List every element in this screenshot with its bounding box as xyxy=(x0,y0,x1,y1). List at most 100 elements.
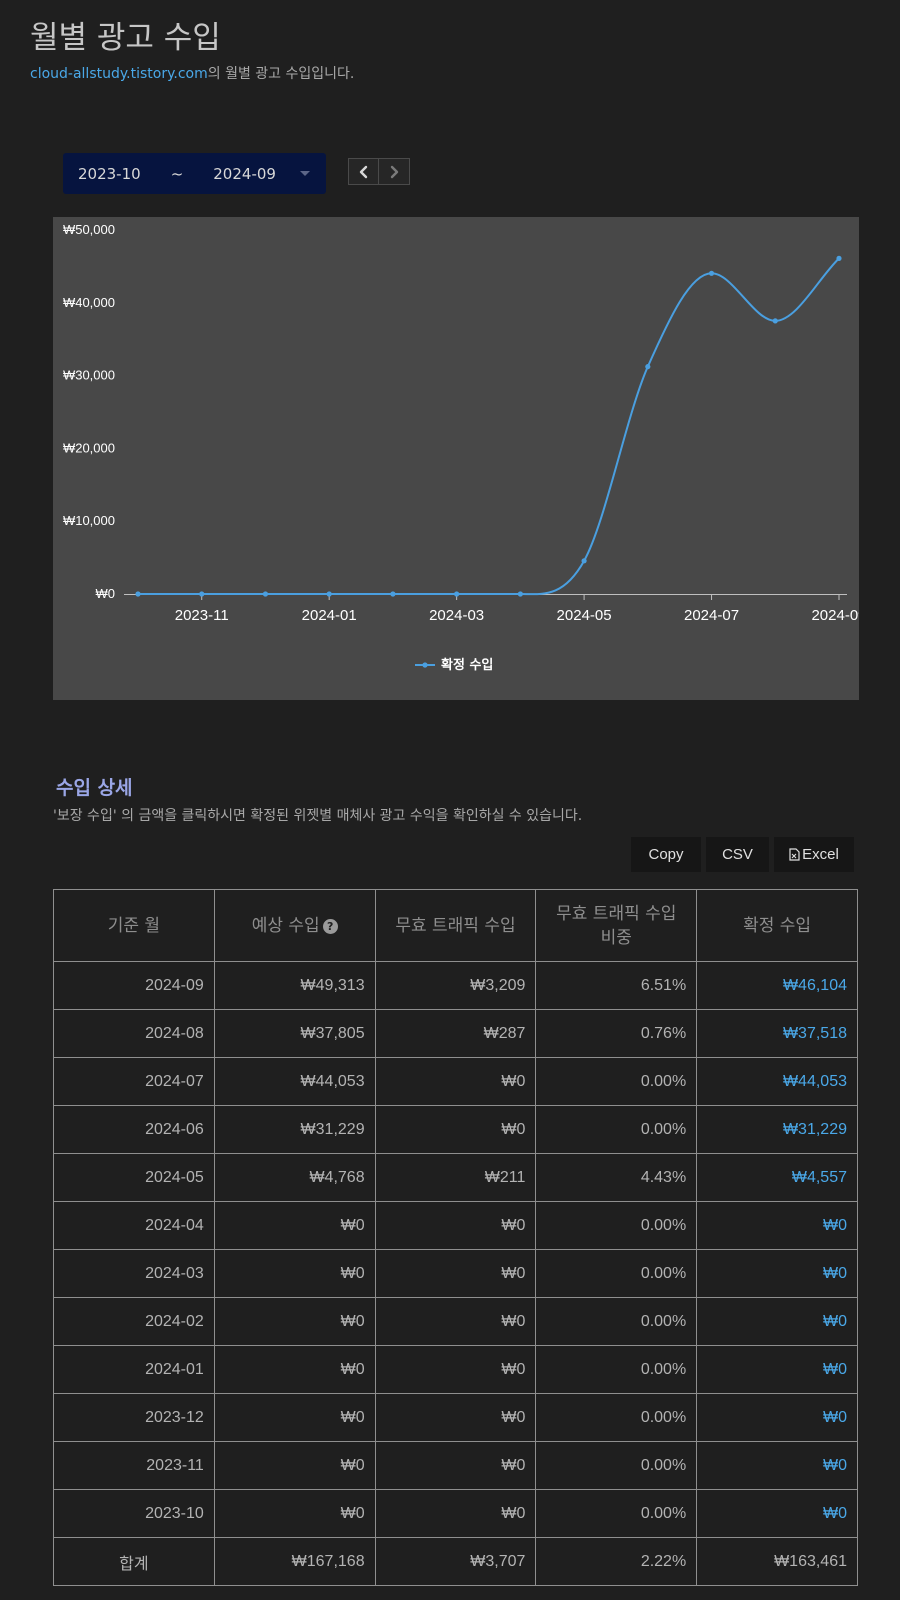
cell-estimated: ₩49,313 xyxy=(213,961,376,1010)
data-point xyxy=(262,591,269,597)
y-tick-label: ₩10,000 xyxy=(63,513,115,528)
range-end: 2024-09 xyxy=(213,164,276,183)
chevron-left-icon xyxy=(359,165,367,178)
total-confirmed: ₩163,461 xyxy=(696,1537,858,1586)
cell-month: 2024-02 xyxy=(53,1297,215,1346)
cell-confirmed-link[interactable]: ₩44,053 xyxy=(696,1057,858,1106)
series-line xyxy=(138,257,840,596)
cell-confirmed-link[interactable]: ₩0 xyxy=(696,1345,858,1394)
csv-button[interactable]: CSV xyxy=(706,837,769,872)
cell-confirmed-link[interactable]: ₩4,557 xyxy=(696,1153,858,1202)
cell-invalid: ₩0 xyxy=(374,1441,537,1490)
table-row: 2024-07 ₩44,053 ₩0 0.00% ₩44,053 xyxy=(53,1057,858,1106)
cell-month: 2024-08 xyxy=(53,1009,215,1058)
cell-invalid: ₩211 xyxy=(374,1153,537,1202)
data-point xyxy=(708,270,715,276)
question-circle-icon[interactable]: ? xyxy=(322,918,338,934)
col-estimated: 예상 수입? xyxy=(213,889,376,962)
data-point xyxy=(645,364,651,370)
legend-marker xyxy=(422,662,428,668)
cell-ratio: 0.00% xyxy=(535,1489,698,1538)
export-buttons: Copy CSV Excel xyxy=(631,837,854,872)
page-subtitle: cloud-allstudy.tistory.com의 월별 광고 수입입니다. xyxy=(30,63,354,83)
cell-invalid: ₩0 xyxy=(374,1393,537,1442)
cell-ratio: 0.00% xyxy=(535,1345,698,1394)
cell-ratio: 0.00% xyxy=(535,1249,698,1298)
cell-invalid: ₩0 xyxy=(374,1057,537,1106)
date-range-picker[interactable]: 2023-10 ~ 2024-09 xyxy=(63,153,326,194)
cell-invalid: ₩0 xyxy=(374,1201,537,1250)
cell-estimated: ₩0 xyxy=(213,1489,376,1538)
copy-label: Copy xyxy=(648,846,684,863)
cell-invalid: ₩287 xyxy=(374,1009,537,1058)
cell-ratio: 0.00% xyxy=(535,1393,698,1442)
caret-down-icon xyxy=(300,171,310,176)
cell-month: 2024-07 xyxy=(53,1057,215,1106)
cell-invalid: ₩0 xyxy=(374,1489,537,1538)
table-row: 2024-08 ₩37,805 ₩287 0.76% ₩37,518 xyxy=(53,1009,858,1058)
cell-confirmed-link[interactable]: ₩0 xyxy=(696,1249,858,1298)
cell-ratio: 0.00% xyxy=(535,1105,698,1154)
table-row: 2023-10 ₩0 ₩0 0.00% ₩0 xyxy=(53,1489,858,1538)
cell-invalid: ₩3,209 xyxy=(374,961,537,1010)
legend-label: 확정 수입 xyxy=(441,657,493,673)
y-tick-label: ₩40,000 xyxy=(63,295,115,310)
cell-ratio: 0.00% xyxy=(535,1297,698,1346)
cell-confirmed-link[interactable]: ₩0 xyxy=(696,1201,858,1250)
data-point xyxy=(454,591,460,597)
copy-button[interactable]: Copy xyxy=(631,837,701,872)
cell-confirmed-link[interactable]: ₩37,518 xyxy=(696,1009,858,1058)
x-tick-label: 2024-05 xyxy=(557,607,612,624)
table-row: 2024-03 ₩0 ₩0 0.00% ₩0 xyxy=(53,1249,858,1298)
data-point xyxy=(517,591,523,597)
income-chart: ₩0 ₩10,000 ₩20,000 ₩30,000 ₩40,000 ₩50,000 202… xyxy=(53,217,859,700)
cell-estimated: ₩0 xyxy=(213,1393,376,1442)
table-row: 2023-11 ₩0 ₩0 0.00% ₩0 xyxy=(53,1441,858,1490)
table-total-row: 합계 ₩167,168 ₩3,707 2.22% ₩163,461 xyxy=(53,1537,858,1586)
y-tick-label: ₩50,000 xyxy=(63,222,115,237)
cell-confirmed-link[interactable]: ₩46,104 xyxy=(696,961,858,1010)
cell-estimated: ₩44,053 xyxy=(213,1057,376,1106)
cell-estimated: ₩31,229 xyxy=(213,1105,376,1154)
cell-month: 2023-11 xyxy=(53,1441,215,1490)
total-ratio: 2.22% xyxy=(535,1537,698,1586)
cell-invalid: ₩0 xyxy=(374,1297,537,1346)
x-tick-label: 2023-11 xyxy=(175,607,229,624)
data-point xyxy=(326,591,332,597)
y-tick-label: ₩20,000 xyxy=(63,440,115,455)
cell-month: 2023-10 xyxy=(53,1489,215,1538)
data-point xyxy=(772,318,778,324)
page-title: 월별 광고 수입 xyxy=(30,20,221,56)
cell-estimated: ₩37,805 xyxy=(213,1009,376,1058)
cell-ratio: 6.51% xyxy=(535,961,698,1010)
cell-confirmed-link[interactable]: ₩0 xyxy=(696,1297,858,1346)
excel-button[interactable]: Excel xyxy=(774,837,854,872)
next-period-button[interactable] xyxy=(379,158,410,185)
cell-confirmed-link[interactable]: ₩0 xyxy=(696,1393,858,1442)
x-tick-label: 2024-07 xyxy=(684,607,739,624)
range-start: 2023-10 xyxy=(78,164,141,183)
cell-confirmed-link[interactable]: ₩31,229 xyxy=(696,1105,858,1154)
table-row: 2024-02 ₩0 ₩0 0.00% ₩0 xyxy=(53,1297,858,1346)
x-tick-label: 2024-03 xyxy=(429,607,484,624)
y-tick-label: ₩0 xyxy=(96,586,116,601)
col-ratio-label: 무효 트래픽 수입 비중 xyxy=(556,903,677,948)
col-estimated-label: 예상 수입 xyxy=(251,915,320,936)
prev-period-button[interactable] xyxy=(348,158,379,185)
cell-confirmed-link[interactable]: ₩0 xyxy=(696,1489,858,1538)
cell-estimated: ₩0 xyxy=(213,1201,376,1250)
cell-month: 2024-06 xyxy=(53,1105,215,1154)
cell-invalid: ₩0 xyxy=(374,1105,537,1154)
x-tick-label: 2024-09 xyxy=(811,607,859,624)
details-description: '보장 수입' 의 금액을 클릭하시면 확정된 위젯별 매체사 광고 수익을 확… xyxy=(53,808,583,824)
col-confirmed: 확정 수입 xyxy=(696,889,858,962)
cell-month: 2024-09 xyxy=(53,961,215,1010)
y-tick-label: ₩30,000 xyxy=(63,368,115,383)
file-excel-icon xyxy=(789,848,800,861)
cell-ratio: 0.00% xyxy=(535,1441,698,1490)
cell-confirmed-link[interactable]: ₩0 xyxy=(696,1441,858,1490)
table-row: 2023-12 ₩0 ₩0 0.00% ₩0 xyxy=(53,1393,858,1442)
cell-month: 2024-04 xyxy=(53,1201,215,1250)
site-link[interactable]: cloud-allstudy.tistory.com xyxy=(30,66,208,82)
data-point xyxy=(135,591,141,597)
